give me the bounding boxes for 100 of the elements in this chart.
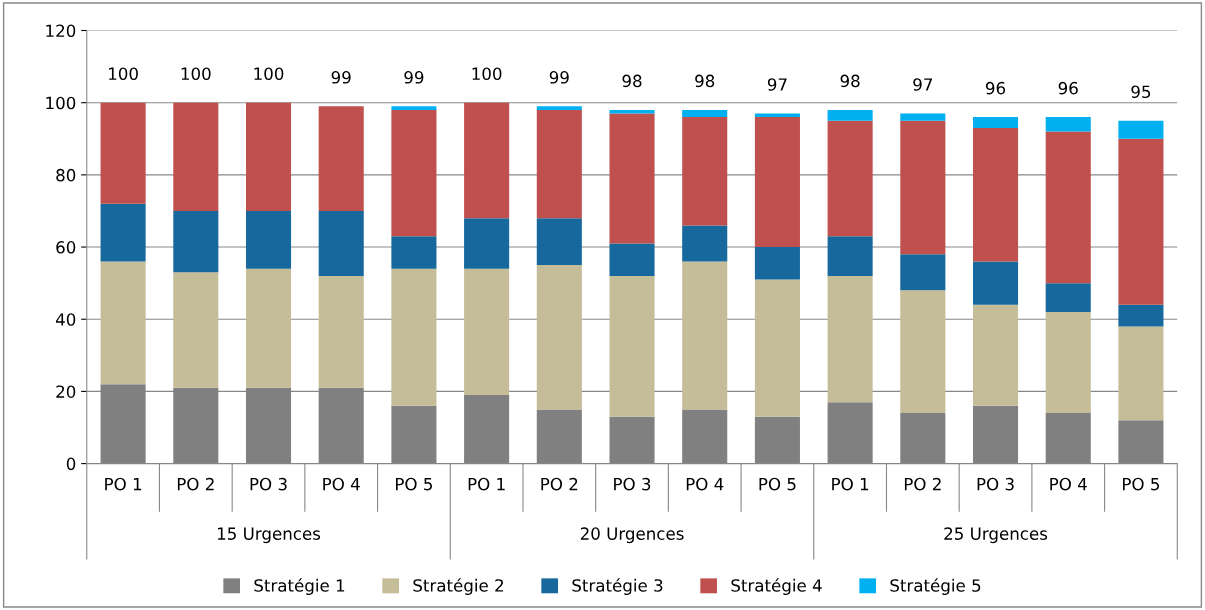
bar: [1045, 131, 1091, 284]
x-tick-label: PO 4: [686, 477, 724, 491]
x-tick-label: PO 2: [904, 477, 941, 491]
bar: [1045, 312, 1091, 414]
bar: [609, 113, 655, 244]
bar: [682, 225, 728, 262]
bar: [245, 102, 292, 211]
total-label: 100: [472, 67, 502, 81]
bar: [682, 109, 728, 118]
bar: [827, 109, 873, 121]
total-label: 95: [1131, 85, 1151, 99]
bar: [754, 247, 800, 280]
x-tick-label: PO 5: [759, 477, 796, 491]
x-tick-label: PO 3: [977, 477, 1014, 491]
total-label: 98: [840, 74, 860, 88]
bar: [972, 261, 1019, 305]
bar: [754, 117, 800, 248]
bar: [682, 117, 728, 226]
total-label: 96: [1058, 81, 1078, 95]
legend-label: Stratégie 2: [413, 578, 503, 595]
bar: [464, 102, 510, 219]
bar: [1118, 304, 1164, 327]
bar: [972, 117, 1019, 128]
x-tick-label: PO 4: [323, 477, 360, 491]
bar: [391, 268, 437, 406]
total-label: 99: [549, 71, 569, 84]
bar: [318, 275, 364, 388]
bar: [464, 268, 510, 396]
bar: [900, 113, 946, 121]
bar: [827, 402, 873, 464]
y-tick-label: 120: [46, 24, 76, 38]
y-tick-label: 0: [66, 457, 76, 471]
bar: [391, 236, 437, 269]
legend-label: Stratégie 1: [254, 578, 345, 595]
bar: [609, 416, 655, 464]
y-tick-label: 40: [55, 313, 76, 326]
legend-label: Stratégie 5: [890, 578, 981, 595]
total-label: 97: [767, 78, 787, 91]
bar: [682, 261, 728, 410]
bar: [1118, 120, 1164, 139]
bar: [1045, 117, 1091, 132]
bar: [536, 106, 582, 110]
bar: [900, 120, 946, 255]
bar: [536, 218, 582, 266]
bar: [464, 218, 510, 269]
x-tick-label: PO 2: [177, 477, 214, 491]
total-label: 98: [695, 74, 715, 88]
total-label: 97: [913, 78, 933, 91]
total-label: 100: [254, 67, 284, 81]
total-label: 99: [331, 71, 351, 84]
bar: [391, 106, 437, 110]
bar: [972, 304, 1019, 406]
x-tick-label: PO 5: [1123, 477, 1160, 491]
bar: [682, 409, 728, 464]
bar: [609, 109, 655, 114]
bar: [536, 265, 582, 410]
bar: [464, 395, 510, 464]
bar: [900, 413, 946, 464]
y-tick-label: 100: [46, 96, 76, 110]
x-tick-label: PO 4: [1050, 477, 1087, 491]
bar: [318, 106, 364, 211]
bar: [536, 109, 582, 219]
y-tick-label: 80: [56, 168, 76, 182]
total-label: 98: [622, 74, 642, 88]
x-tick-label: PO 2: [541, 477, 578, 491]
x-tick-label: PO 3: [614, 477, 651, 491]
bar: [1118, 138, 1164, 305]
bar: [972, 405, 1019, 464]
x-tick-label: PO 3: [250, 477, 287, 491]
bar: [1045, 283, 1091, 313]
bar: [754, 416, 800, 464]
bar: [100, 102, 146, 204]
bar: [827, 236, 873, 276]
bar: [1118, 420, 1164, 464]
bar: [391, 405, 437, 464]
bar: [972, 127, 1019, 262]
y-tick-label: 20: [56, 385, 76, 398]
bar: [100, 203, 146, 262]
bar: [609, 275, 655, 417]
x-tick-label: PO 1: [832, 477, 869, 491]
bar: [318, 210, 364, 276]
bar: [1118, 326, 1164, 421]
text: 15 Urgences: [217, 527, 321, 544]
total-label: 100: [181, 67, 211, 81]
bar: [173, 210, 219, 273]
legend-label: Stratégie 4: [731, 578, 822, 595]
x-tick-label: PO 1: [105, 477, 142, 491]
bar: [900, 290, 946, 414]
bar: [609, 243, 655, 276]
bar: [827, 120, 873, 237]
bar: [173, 102, 219, 211]
bar: [754, 279, 800, 417]
legend-label: Stratégie 3: [572, 578, 663, 595]
bar: [391, 109, 437, 237]
total-label: 100: [109, 67, 138, 81]
bar: [245, 210, 292, 269]
text: 20 Urgences: [580, 527, 684, 544]
bar: [827, 275, 873, 403]
x-tick-label: PO 5: [396, 477, 432, 491]
bar: [245, 268, 292, 388]
